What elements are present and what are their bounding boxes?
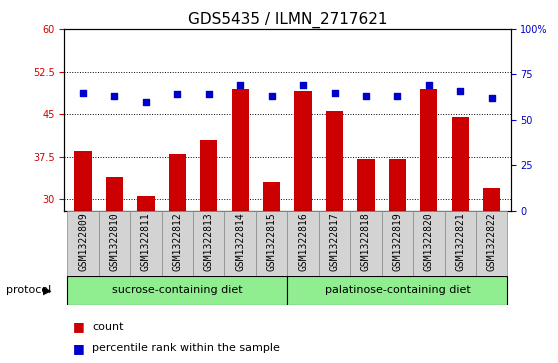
Text: GSM1322817: GSM1322817 [330,212,339,271]
Text: GSM1322811: GSM1322811 [141,212,151,271]
Text: GSM1322821: GSM1322821 [455,212,465,271]
Bar [319,211,350,276]
Text: GSM1322813: GSM1322813 [204,212,214,271]
Bar [200,140,218,211]
Bar [483,188,501,211]
Text: GSM1322822: GSM1322822 [487,212,497,271]
Bar [476,211,507,276]
Bar [256,211,287,276]
Bar [389,159,406,211]
Point [393,93,402,99]
Bar [382,211,413,276]
Text: GSM1322814: GSM1322814 [235,212,245,271]
Point [110,93,119,99]
Point [456,88,465,94]
Bar [350,211,382,276]
Text: ■: ■ [73,342,84,355]
Text: GSM1322818: GSM1322818 [361,212,371,271]
Bar [74,151,92,211]
Text: GSM1322820: GSM1322820 [424,212,434,271]
Point [299,82,307,88]
Text: ▶: ▶ [43,285,52,295]
Bar [99,211,130,276]
Text: ■: ■ [73,320,84,333]
Point [141,99,150,105]
Bar [263,182,280,211]
Bar [68,276,287,305]
Bar [106,176,123,211]
Text: GSM1322809: GSM1322809 [78,212,88,271]
Point [487,95,496,101]
Bar [295,91,312,211]
Point [267,93,276,99]
Bar [287,276,507,305]
Point [362,93,371,99]
Bar [68,211,99,276]
Text: GSM1322816: GSM1322816 [298,212,308,271]
Text: percentile rank within the sample: percentile rank within the sample [92,343,280,354]
Bar [445,211,476,276]
Text: sucrose-containing diet: sucrose-containing diet [112,285,243,295]
Text: GSM1322815: GSM1322815 [267,212,277,271]
Bar [420,89,437,211]
Point [425,82,434,88]
Text: GSM1322812: GSM1322812 [172,212,182,271]
Bar [169,154,186,211]
Point [79,90,88,95]
Text: GSM1322810: GSM1322810 [109,212,119,271]
Bar [193,211,224,276]
Point [330,90,339,95]
Text: GSM1322819: GSM1322819 [392,212,402,271]
Point [204,91,213,97]
Text: protocol: protocol [6,285,51,295]
Bar [232,89,249,211]
Point [235,82,244,88]
Bar [224,211,256,276]
Bar [357,159,374,211]
Bar [137,196,155,211]
Bar [162,211,193,276]
Bar [451,117,469,211]
Bar [326,111,343,211]
Text: palatinose-containing diet: palatinose-containing diet [325,285,470,295]
Bar [413,211,445,276]
Text: count: count [92,322,123,332]
Bar [130,211,162,276]
Title: GDS5435 / ILMN_2717621: GDS5435 / ILMN_2717621 [187,12,387,28]
Bar [287,211,319,276]
Point [173,91,182,97]
